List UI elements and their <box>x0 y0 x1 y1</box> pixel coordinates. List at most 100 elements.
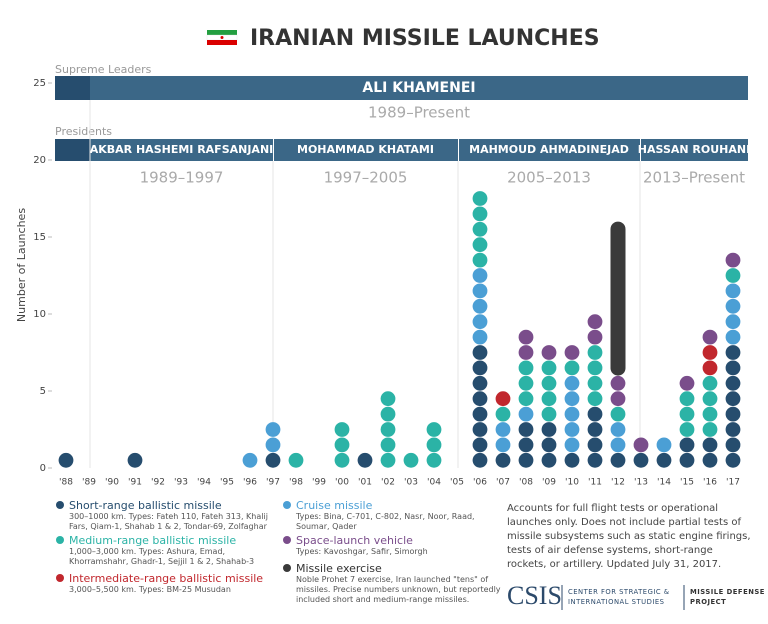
dot <box>702 329 718 345</box>
dot <box>656 437 672 453</box>
legend-description: 3,000–5,500 km. Types: BM-25 Musudan <box>69 585 231 594</box>
dot <box>127 452 143 468</box>
x-tick-label: '88 <box>59 478 73 488</box>
dot <box>564 360 580 376</box>
dot-stack <box>288 452 304 468</box>
dot-stack <box>495 422 511 453</box>
dot-stack <box>472 191 488 268</box>
dot <box>610 406 626 422</box>
dot <box>334 452 350 468</box>
dot-stack <box>564 345 580 360</box>
x-tick-label: '17 <box>726 478 740 488</box>
dot <box>472 298 488 314</box>
x-tick-label: '06 <box>473 478 487 488</box>
x-tick-label: '91 <box>128 478 142 488</box>
dot <box>541 360 557 376</box>
legend-swatch <box>283 501 291 509</box>
dot <box>495 422 511 437</box>
president-term: 2005–2013 <box>507 169 591 187</box>
dot-stack <box>472 345 488 468</box>
band <box>90 76 748 100</box>
dot <box>357 452 373 468</box>
x-tick-label: '98 <box>289 478 303 488</box>
dot-stack <box>702 375 718 437</box>
dot-stack <box>702 345 718 376</box>
dot <box>541 406 557 422</box>
exercise-bar <box>610 221 626 376</box>
dot-stack <box>610 422 626 453</box>
president-term: 1989–1997 <box>140 169 224 187</box>
x-tick-label: '00 <box>335 478 349 488</box>
dot-stack <box>702 329 718 345</box>
y-axis-label: Number of Launches <box>15 208 28 322</box>
x-tick-label: '05 <box>450 478 464 488</box>
dot-stack <box>587 406 603 468</box>
dot <box>426 437 442 453</box>
dot <box>587 406 603 422</box>
dot <box>518 375 534 391</box>
dot-stack <box>679 391 695 437</box>
dot-stack <box>725 283 741 345</box>
dot <box>725 314 741 330</box>
band <box>274 139 458 161</box>
dot <box>380 406 396 422</box>
dot <box>587 375 603 391</box>
dot <box>518 406 534 422</box>
dot <box>518 360 534 376</box>
president-term: 2013–Present <box>643 169 745 187</box>
dot <box>725 345 741 360</box>
dot <box>472 329 488 345</box>
dot <box>725 329 741 345</box>
band-lead <box>55 139 90 161</box>
dot <box>725 437 741 453</box>
dot <box>472 283 488 299</box>
x-tick-label: '95 <box>220 478 234 488</box>
x-tick-label: '99 <box>312 478 326 488</box>
dot <box>265 452 281 468</box>
x-tick-label: '96 <box>243 478 257 488</box>
chart-title: IRANIAN MISSILE LAUNCHES <box>250 26 600 51</box>
dot <box>495 406 511 422</box>
dot <box>380 391 396 407</box>
dot-stack <box>656 437 672 453</box>
dot <box>725 375 741 391</box>
dot <box>725 252 741 268</box>
band-label: Presidents <box>55 125 112 138</box>
dot <box>242 452 258 468</box>
x-tick-label: '90 <box>105 478 119 488</box>
dot-stack <box>403 452 419 468</box>
x-tick-label: '97 <box>266 478 280 488</box>
dot <box>633 437 649 453</box>
legend-item: Cruise missile Types: Bina, C-701, C-802,… <box>283 499 508 532</box>
dot <box>725 452 741 468</box>
dot <box>564 437 580 453</box>
dot <box>587 345 603 360</box>
dot <box>587 452 603 468</box>
dot-stack <box>610 375 626 407</box>
dot-stack <box>725 268 741 283</box>
legend-name: Missile exercise <box>296 562 382 575</box>
dot <box>725 391 741 407</box>
legend-label: Medium-range ballistic missile <box>56 534 281 547</box>
dot <box>587 329 603 345</box>
dot <box>564 375 580 391</box>
dot-stack <box>518 329 534 360</box>
dot-stack <box>518 360 534 407</box>
president-term: 1997–2005 <box>324 169 408 187</box>
dot <box>564 422 580 437</box>
band <box>90 139 273 161</box>
dot <box>288 452 304 468</box>
dot <box>541 422 557 437</box>
dot <box>610 452 626 468</box>
dot <box>679 406 695 422</box>
legend-description: 1,000–3,000 km. Types: Ashura, Emad, Kho… <box>69 547 255 566</box>
legend-label: Cruise missile <box>283 499 508 512</box>
legend-item: Intermediate-range ballistic missile 3,00… <box>56 572 281 595</box>
dot <box>426 452 442 468</box>
dot <box>679 437 695 453</box>
dot-stack <box>495 452 511 468</box>
legend-name: Cruise missile <box>296 499 373 512</box>
dot <box>472 375 488 391</box>
dot <box>403 452 419 468</box>
